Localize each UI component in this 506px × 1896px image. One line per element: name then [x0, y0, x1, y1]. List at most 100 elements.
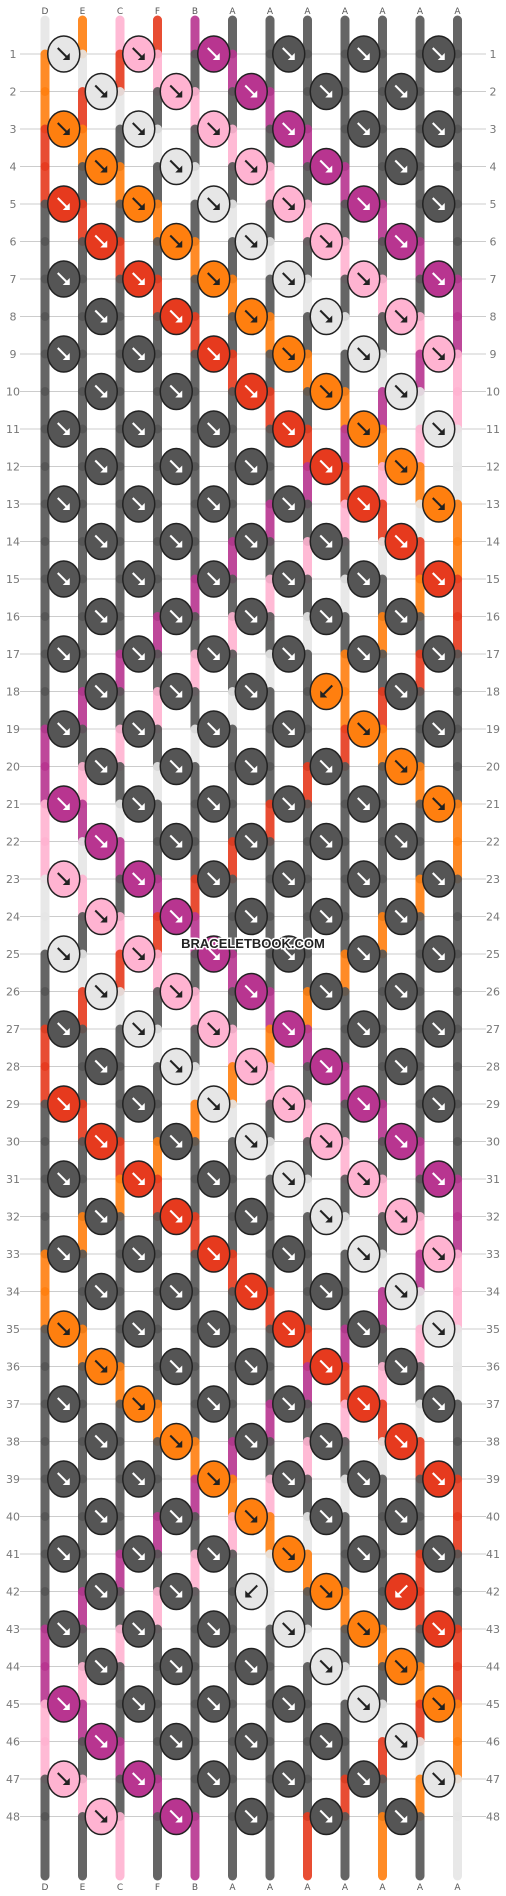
- row-number-left: 21: [6, 798, 20, 811]
- arrow-head: [62, 1553, 70, 1560]
- arrow-down-right-icon: [432, 1322, 445, 1335]
- arrow-down-right-icon: [132, 347, 145, 360]
- arrow-down-right-icon: [169, 159, 183, 173]
- arrow-down-right-icon: [282, 1472, 295, 1485]
- arrow-head: [137, 1778, 145, 1785]
- arrow-down-right-icon: [432, 572, 445, 585]
- arrow-down-right-icon: [132, 572, 145, 585]
- arrow-down-right-icon: [244, 1059, 258, 1073]
- arrow-down-right-icon: [357, 422, 370, 435]
- arrow-head: [137, 53, 145, 60]
- arrow-down-right-icon: [244, 609, 258, 623]
- arrow-head: [362, 728, 370, 735]
- knot: [84, 972, 118, 1011]
- strand-letter-bottom: E: [80, 1883, 86, 1893]
- knot: [309, 1272, 343, 1311]
- arrow-head: [287, 578, 295, 585]
- arrow-head: [287, 1328, 295, 1335]
- arrow-down-right-icon: [432, 422, 445, 435]
- row-number-left: 27: [6, 1023, 20, 1036]
- knot: [159, 822, 193, 861]
- arrow-head: [175, 915, 183, 923]
- arrow-down-right-icon: [319, 1509, 333, 1523]
- arrow-down-right-icon: [394, 609, 408, 623]
- arrow-down-right-icon: [94, 84, 108, 98]
- row-number-left: 35: [6, 1323, 20, 1336]
- knot: [159, 747, 193, 786]
- arrow-down-right-icon: [132, 1697, 145, 1710]
- knot: [159, 1722, 193, 1761]
- knot: [384, 747, 418, 786]
- arrow-head: [250, 1515, 258, 1523]
- arrow-down-right-icon: [357, 347, 370, 360]
- row-number-right: 35: [486, 1323, 500, 1336]
- arrow-down-right-icon: [207, 197, 220, 210]
- knot: [234, 1347, 268, 1386]
- knot: [422, 635, 456, 673]
- knot: [197, 635, 231, 673]
- arrow-head: [250, 1140, 258, 1148]
- arrow-down-right-icon: [57, 1322, 70, 1335]
- row-number-right: 6: [490, 236, 497, 249]
- knot: [272, 335, 306, 373]
- knot: [84, 1797, 118, 1836]
- arrow-down-right-icon: [57, 1097, 70, 1110]
- knot: [422, 1160, 456, 1198]
- arrow-head: [325, 1440, 333, 1448]
- arrow-head: [212, 1703, 220, 1710]
- arrow-down-right-icon: [57, 1622, 70, 1635]
- arrow-head: [212, 1178, 220, 1185]
- arrow-head: [100, 1515, 108, 1523]
- knot: [84, 1722, 118, 1761]
- knot: [309, 1047, 343, 1086]
- arrow-head: [362, 1778, 370, 1785]
- arrow-head: [137, 1403, 145, 1410]
- row-number-right: 17: [486, 648, 500, 661]
- knot: [272, 935, 306, 973]
- row-number-left: 40: [6, 1511, 20, 1524]
- arrow-head: [325, 840, 333, 848]
- strand-letter-top: A: [267, 7, 274, 17]
- arrow-head: [362, 1253, 370, 1260]
- row-number-right: 39: [486, 1473, 500, 1486]
- knot: [347, 1760, 381, 1798]
- arrow-head: [437, 728, 445, 735]
- knot: [84, 522, 118, 561]
- knot: [122, 635, 156, 673]
- row-number-left: 16: [6, 611, 20, 624]
- knot: [309, 897, 343, 936]
- arrow-head: [62, 728, 70, 735]
- row-number-left: 6: [10, 236, 17, 249]
- arrow-down-right-icon: [169, 1659, 183, 1673]
- arrow-down-right-icon: [207, 1172, 220, 1185]
- arrow-down-right-icon: [207, 1547, 220, 1560]
- arrow-down-right-icon: [132, 647, 145, 660]
- arrow-down-right-icon: [132, 1022, 145, 1035]
- arrow-down-right-icon: [207, 1772, 220, 1785]
- arrow-down-right-icon: [282, 1622, 295, 1635]
- knot: [347, 935, 381, 973]
- row-number-left: 25: [6, 948, 20, 961]
- strand-letter-top: F: [155, 7, 160, 17]
- arrow-down-right-icon: [207, 122, 220, 135]
- arrow-head: [212, 803, 220, 810]
- row-number-left: 32: [6, 1211, 20, 1224]
- knot: [159, 972, 193, 1011]
- arrow-down-right-icon: [394, 309, 408, 323]
- arrow-head: [250, 1740, 258, 1748]
- arrow-down-right-icon: [357, 497, 370, 510]
- arrow-head: [175, 165, 183, 173]
- arrow-head: [175, 615, 183, 623]
- arrow-head: [362, 1628, 370, 1635]
- row-number-right: 45: [486, 1698, 500, 1711]
- arrow-head: [100, 765, 108, 773]
- row-number-right: 29: [486, 1098, 500, 1111]
- arrow-head: [62, 1703, 70, 1710]
- arrow-head: [325, 540, 333, 548]
- row-number-right: 34: [486, 1286, 500, 1299]
- knot: [234, 897, 268, 936]
- knot: [197, 1310, 231, 1348]
- knot: [47, 110, 81, 148]
- row-number-left: 48: [6, 1811, 20, 1824]
- arrow-head: [362, 578, 370, 585]
